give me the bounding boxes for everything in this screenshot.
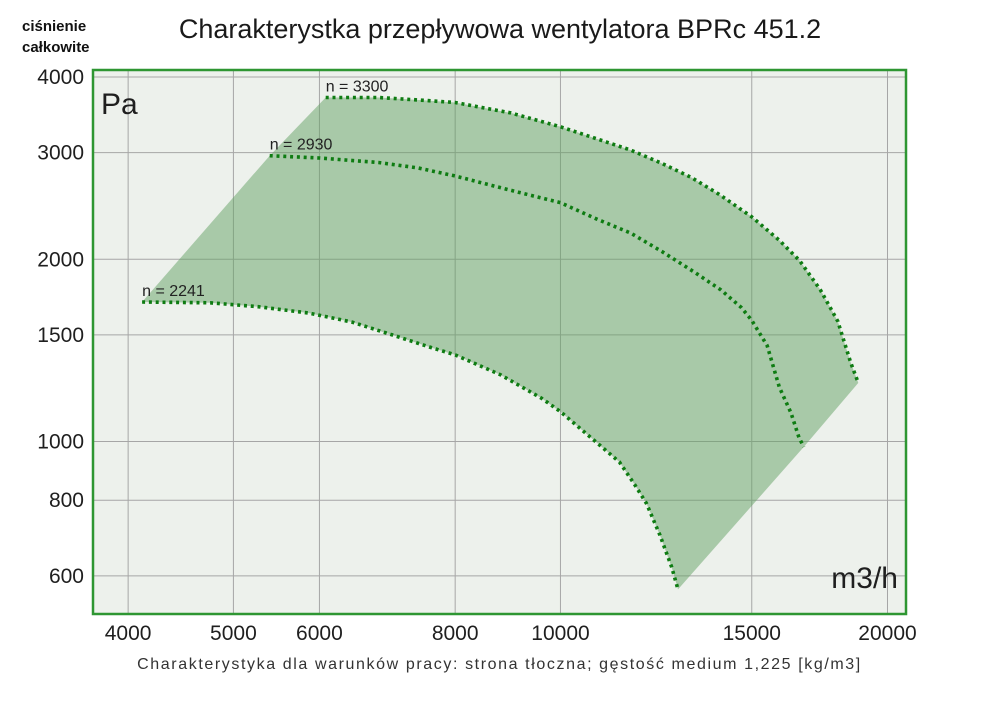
x-tick-label: 4000	[105, 622, 152, 645]
fan-curve-2	[142, 300, 680, 590]
curve-label-2: n = 2241	[142, 283, 205, 300]
curve-label-0: n = 3300	[326, 79, 389, 96]
y-tick-label: 4000	[37, 66, 84, 89]
x-tick-label: 10000	[531, 622, 589, 645]
x-tick-label: 6000	[296, 622, 343, 645]
y-axis-title-line1: ciśnienie	[22, 18, 87, 35]
y-tick-label: 3000	[37, 142, 84, 165]
y-tick-label: 800	[49, 489, 84, 512]
chart-caption: Charakterystyka dla warunków pracy: stro…	[137, 656, 862, 673]
y-tick-label: 600	[49, 565, 84, 588]
y-tick-label: 1000	[37, 431, 84, 454]
y-axis-title-line2: całkowite	[22, 39, 90, 56]
curve-label-1: n = 2930	[270, 137, 333, 154]
y-axis-title: ciśnienie całkowite	[22, 16, 90, 58]
y-tick-label: 1500	[37, 324, 84, 347]
x-unit-label: m3/h	[831, 562, 898, 595]
x-tick-label: 5000	[210, 622, 257, 645]
x-tick-label: 15000	[723, 622, 781, 645]
x-tick-label: 20000	[858, 622, 916, 645]
chart-title: Charakterystka przepływowa wentylatora B…	[178, 14, 822, 44]
y-tick-label: 2000	[37, 248, 84, 271]
plot-border	[91, 68, 908, 616]
x-tick-label: 8000	[432, 622, 479, 645]
fan-curve-1	[269, 153, 806, 448]
operating-envelope-fill	[142, 97, 859, 590]
y-unit-label: Pa	[101, 88, 138, 121]
